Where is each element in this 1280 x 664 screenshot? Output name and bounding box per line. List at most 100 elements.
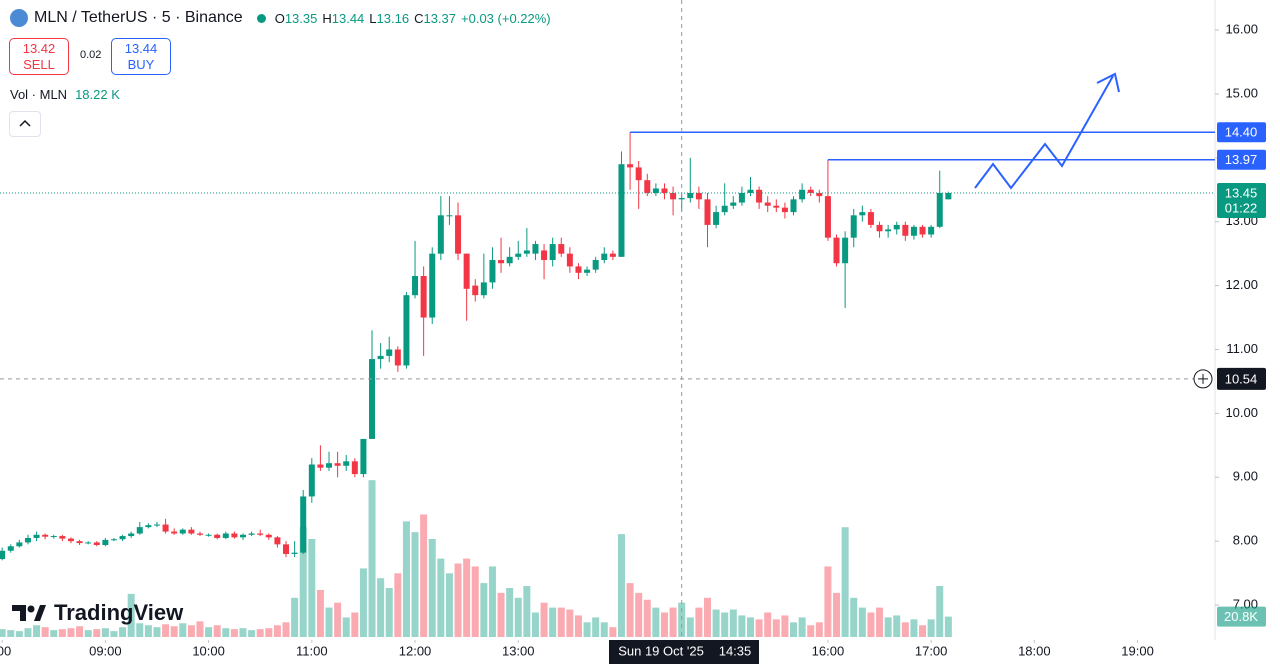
volume-bar xyxy=(41,627,49,637)
ohlc-high: H13.44 xyxy=(322,11,364,26)
arrow-head xyxy=(1096,72,1120,93)
candle-body xyxy=(644,180,651,193)
candle-body xyxy=(635,167,642,181)
candle-body xyxy=(747,189,754,193)
volume-bar xyxy=(136,623,144,637)
candle-body xyxy=(274,537,281,545)
candle-body xyxy=(196,533,203,535)
buy-button[interactable]: 13.44 BUY xyxy=(111,38,171,75)
candle-body xyxy=(687,192,694,199)
volume-bar xyxy=(33,625,41,637)
candle-body xyxy=(85,542,92,544)
volume-bar xyxy=(351,612,359,637)
volume-bar xyxy=(566,609,574,637)
candle-body xyxy=(713,212,720,225)
volume-bar xyxy=(402,521,410,637)
candle-body xyxy=(541,250,548,261)
y-tick-label: 9.00 xyxy=(1233,469,1258,484)
volume-bar xyxy=(893,615,901,637)
volume-bar xyxy=(7,630,15,637)
candle-body xyxy=(145,525,152,528)
candle-body xyxy=(265,534,272,538)
volume-bar xyxy=(359,568,367,637)
spread: 0.02 xyxy=(80,49,102,61)
volume-bar xyxy=(936,586,944,637)
candle-body xyxy=(584,269,591,273)
volume-bar xyxy=(342,617,350,637)
bar-countdown: 01:22 xyxy=(1225,200,1258,215)
candle-body xyxy=(592,260,599,270)
collapse-icon xyxy=(19,119,31,127)
candle-body xyxy=(386,349,393,356)
volume-bar xyxy=(377,578,385,637)
volume-bar xyxy=(119,627,127,637)
candle-body xyxy=(7,546,14,551)
candle-body xyxy=(893,224,900,230)
price-axis xyxy=(1215,0,1280,664)
volume-bar xyxy=(660,612,668,637)
ohlc-key: H xyxy=(322,10,332,26)
volume-bar xyxy=(179,623,187,637)
volume-bar xyxy=(93,629,101,637)
candle-body xyxy=(446,215,453,217)
candle-body xyxy=(205,534,212,536)
candle-body xyxy=(179,529,186,534)
crosshair-time: 14:35 xyxy=(719,643,752,658)
x-tick-label: 10:00 xyxy=(192,643,225,658)
volume-label-box xyxy=(1217,606,1266,627)
ohlc-value: 13.37 xyxy=(423,10,457,26)
candle-body xyxy=(437,215,444,254)
candle-body xyxy=(222,533,229,538)
volume-bar xyxy=(437,558,445,637)
candle-body xyxy=(807,189,814,193)
volume-legend-label: Vol · MLN xyxy=(10,87,68,102)
symbol-title[interactable]: MLN / TetherUS · 5 · Binance xyxy=(34,9,243,26)
y-tick-label: 16.00 xyxy=(1225,21,1258,36)
candle-body xyxy=(16,542,23,547)
volume-bar xyxy=(790,622,798,637)
candle-body xyxy=(257,533,264,535)
volume-bar xyxy=(196,621,204,637)
level-label-box xyxy=(1217,149,1266,170)
volume-bar xyxy=(170,626,178,637)
candle-body xyxy=(231,533,238,538)
candle-body xyxy=(738,192,745,203)
candle-body xyxy=(24,537,31,543)
buy-price: 13.44 xyxy=(124,41,158,56)
volume-bar xyxy=(368,480,376,637)
volume-bar xyxy=(919,625,927,637)
volume-bar xyxy=(497,592,505,637)
volume-bar xyxy=(901,622,909,637)
candle-body xyxy=(240,534,246,538)
sell-button[interactable]: 13.42 SELL xyxy=(9,38,69,75)
volume-bar xyxy=(506,588,514,637)
candle-body xyxy=(523,250,530,254)
candle-body xyxy=(695,192,702,200)
volume-bar xyxy=(153,627,161,637)
volume-bar xyxy=(299,527,307,637)
volume-bar xyxy=(187,625,195,637)
volume-bar xyxy=(428,539,436,637)
volume-bar xyxy=(411,532,419,637)
logo-text: TradingView xyxy=(54,600,184,625)
candle-body xyxy=(33,534,40,538)
volume-bar xyxy=(454,563,462,637)
candle-body xyxy=(171,531,178,534)
candle-body xyxy=(308,464,315,497)
collapse-button[interactable] xyxy=(9,111,41,137)
level-label-box xyxy=(1217,122,1266,143)
candle-body xyxy=(489,260,496,283)
candle-body xyxy=(162,524,169,532)
volume-bar xyxy=(480,583,488,637)
volume-bar xyxy=(695,607,703,637)
volume-bar xyxy=(850,597,858,637)
candle-body xyxy=(102,539,109,545)
volume-bar xyxy=(617,534,625,637)
x-tick-label: 11:00 xyxy=(296,643,328,658)
candle-body xyxy=(506,256,513,264)
volume-bar xyxy=(394,573,402,637)
candle-body xyxy=(515,253,522,257)
volume-bar xyxy=(523,586,531,637)
volume-bar xyxy=(738,615,746,637)
